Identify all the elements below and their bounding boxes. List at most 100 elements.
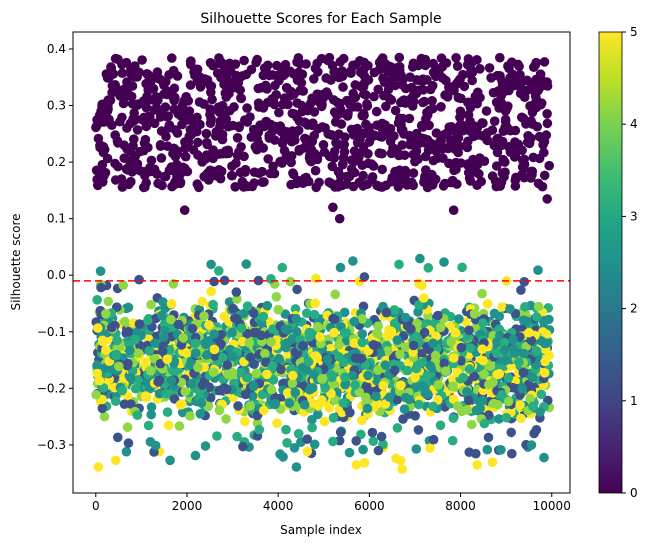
data-point bbox=[316, 101, 327, 112]
data-point bbox=[531, 425, 542, 435]
data-point bbox=[466, 57, 477, 68]
data-point bbox=[539, 57, 550, 67]
data-point bbox=[192, 76, 203, 86]
data-point bbox=[302, 446, 313, 457]
data-point bbox=[233, 401, 243, 411]
data-point bbox=[318, 140, 329, 150]
data-point bbox=[389, 305, 400, 316]
data-point bbox=[372, 328, 383, 339]
data-point bbox=[463, 97, 474, 108]
y-tick-label: 0.2 bbox=[47, 155, 66, 169]
data-point bbox=[479, 156, 490, 166]
data-point bbox=[179, 205, 190, 215]
x-axis-ticks: 0 2000 4000 6000 8000 10000 bbox=[92, 493, 571, 513]
data-point bbox=[307, 398, 318, 408]
data-point bbox=[218, 352, 228, 363]
data-point bbox=[377, 148, 387, 159]
data-point bbox=[525, 393, 535, 404]
data-point bbox=[298, 341, 308, 351]
data-point bbox=[232, 133, 243, 143]
data-point bbox=[127, 81, 138, 91]
data-point bbox=[236, 93, 246, 103]
data-point bbox=[328, 202, 338, 213]
data-point bbox=[285, 276, 296, 287]
data-point bbox=[430, 350, 441, 361]
data-point bbox=[372, 180, 382, 191]
data-point bbox=[161, 77, 171, 87]
data-point bbox=[508, 382, 518, 393]
data-point bbox=[258, 103, 269, 113]
data-point bbox=[366, 159, 377, 169]
y-tick-label: −0.2 bbox=[37, 381, 66, 395]
data-point bbox=[150, 440, 161, 451]
data-point bbox=[397, 464, 407, 475]
data-point bbox=[303, 356, 314, 367]
data-point bbox=[191, 348, 201, 359]
data-point bbox=[496, 140, 506, 151]
data-point bbox=[357, 314, 367, 324]
data-point bbox=[364, 137, 375, 147]
data-point bbox=[508, 334, 518, 345]
data-point bbox=[518, 367, 529, 378]
data-point bbox=[466, 419, 477, 430]
data-point bbox=[380, 59, 391, 69]
data-point bbox=[373, 321, 384, 332]
y-tick-label: 0.1 bbox=[47, 212, 66, 226]
data-point bbox=[214, 266, 224, 276]
data-point bbox=[417, 381, 428, 391]
data-point bbox=[338, 398, 349, 408]
data-point bbox=[411, 444, 422, 454]
data-point bbox=[503, 373, 514, 383]
data-point bbox=[291, 326, 302, 337]
data-point bbox=[413, 307, 423, 317]
data-point bbox=[205, 118, 216, 128]
data-point bbox=[125, 345, 135, 356]
data-point bbox=[533, 265, 543, 276]
data-point bbox=[363, 370, 373, 381]
data-point bbox=[227, 327, 237, 338]
data-point bbox=[309, 369, 319, 380]
data-point bbox=[459, 81, 470, 92]
data-point bbox=[288, 169, 299, 180]
data-point bbox=[143, 315, 153, 326]
data-point bbox=[307, 422, 317, 433]
data-point bbox=[396, 380, 406, 391]
data-point bbox=[310, 298, 321, 309]
data-point bbox=[522, 137, 533, 147]
data-point bbox=[334, 352, 344, 362]
data-point bbox=[310, 165, 321, 176]
data-point bbox=[166, 314, 176, 325]
data-point bbox=[131, 383, 141, 394]
data-point bbox=[159, 332, 169, 343]
data-point bbox=[158, 297, 168, 307]
data-point bbox=[491, 348, 502, 359]
data-point bbox=[368, 340, 379, 350]
data-point bbox=[446, 337, 456, 347]
data-point bbox=[230, 59, 241, 69]
data-point bbox=[336, 71, 346, 82]
data-point bbox=[201, 339, 211, 350]
data-point bbox=[435, 136, 445, 147]
data-point bbox=[240, 389, 251, 400]
data-point bbox=[371, 106, 382, 117]
data-point bbox=[118, 84, 129, 95]
data-point bbox=[305, 98, 316, 109]
data-point bbox=[262, 84, 272, 94]
x-tick-label: 2000 bbox=[172, 499, 203, 513]
data-point bbox=[313, 67, 323, 77]
data-point bbox=[422, 107, 432, 118]
data-point bbox=[359, 458, 370, 468]
data-point bbox=[132, 125, 143, 135]
data-point bbox=[190, 338, 200, 349]
data-point bbox=[457, 262, 467, 273]
data-point bbox=[270, 80, 280, 91]
data-point bbox=[242, 372, 253, 383]
data-point bbox=[229, 102, 239, 112]
data-point bbox=[289, 443, 300, 453]
data-point bbox=[254, 424, 265, 435]
data-point bbox=[242, 301, 253, 312]
data-point bbox=[500, 157, 510, 167]
data-point bbox=[373, 445, 384, 456]
data-point bbox=[531, 346, 542, 356]
data-point bbox=[413, 154, 423, 164]
